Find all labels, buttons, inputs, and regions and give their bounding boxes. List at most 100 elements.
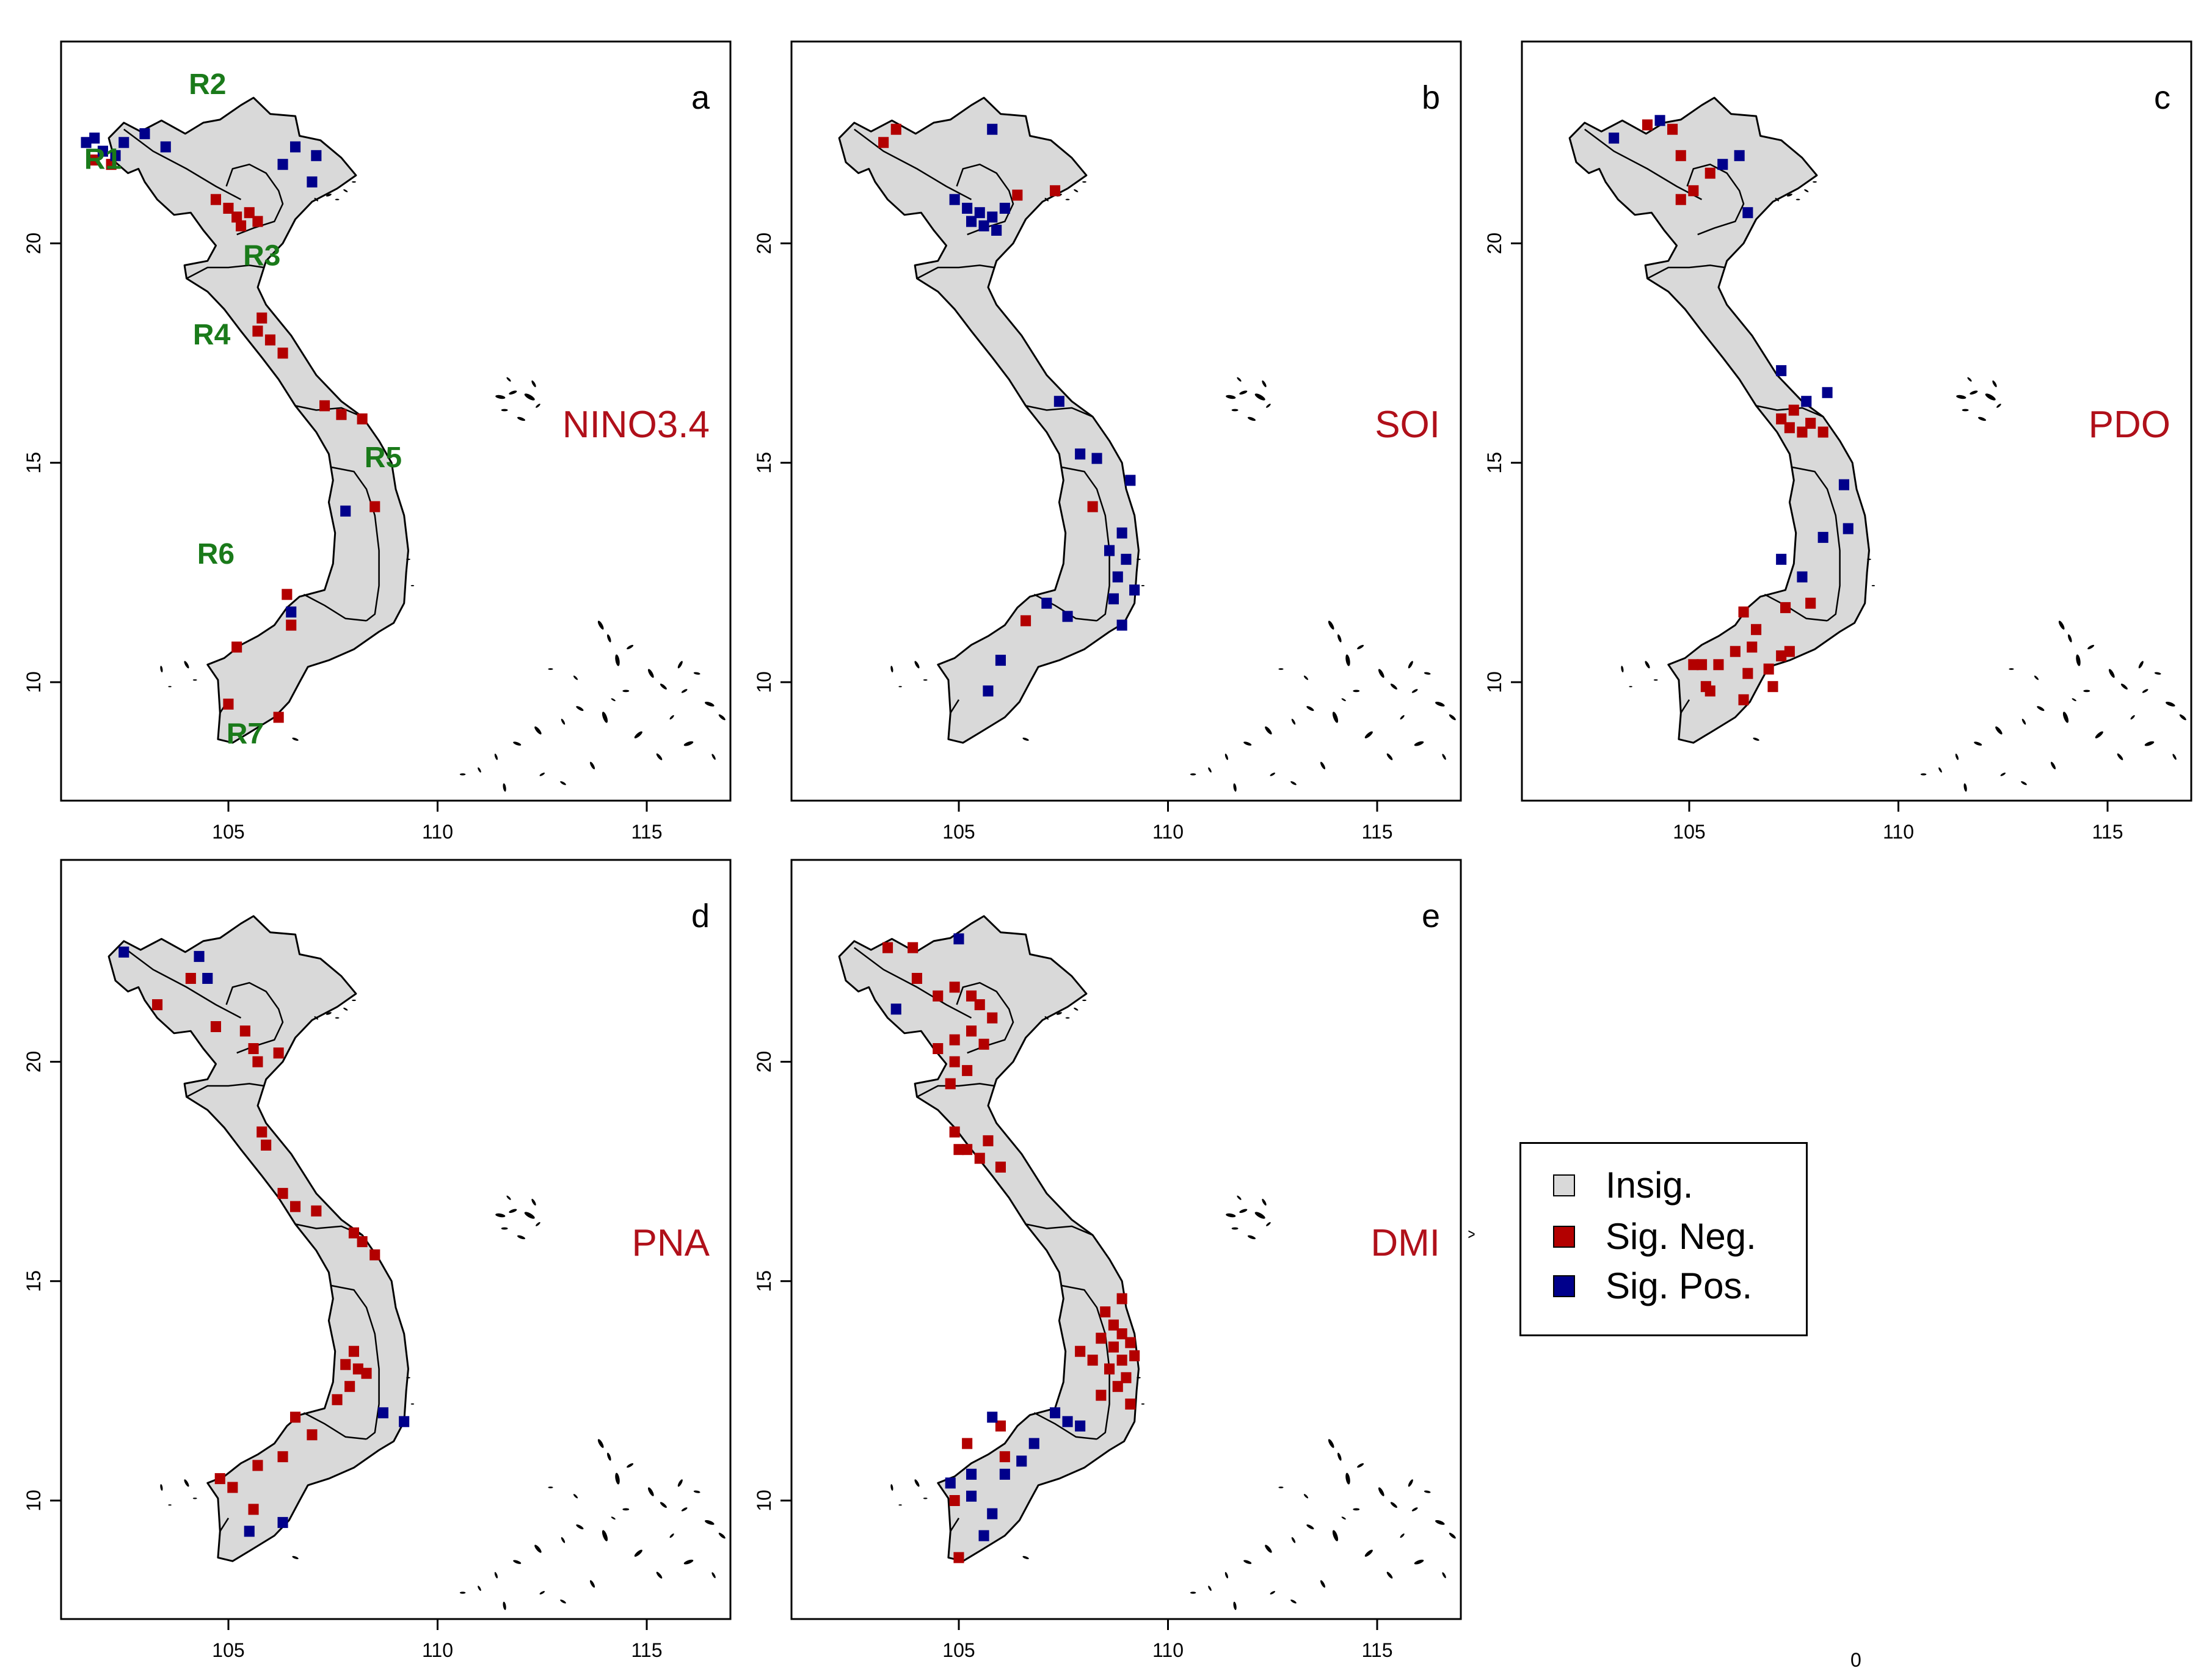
island	[1345, 654, 1350, 666]
sig-neg-cell	[1817, 426, 1828, 438]
legend-item-sig-pos: Sig. Pos.	[1553, 1268, 1752, 1305]
sig-pos-cell	[890, 1003, 901, 1015]
island	[2021, 781, 2027, 785]
legend: Insig. Sig. Neg. Sig. Pos.	[1519, 1142, 1808, 1336]
sig-neg-cell	[1087, 1355, 1098, 1366]
island	[1233, 1601, 1237, 1610]
sig-neg-cell	[357, 1236, 368, 1248]
island	[1938, 767, 1942, 773]
index-label: DMI	[1370, 1222, 1440, 1264]
island	[2009, 668, 2014, 670]
sig-neg-cell	[185, 973, 196, 984]
panel-letter: c	[2154, 79, 2170, 116]
island	[314, 197, 319, 202]
island	[607, 634, 611, 642]
island	[705, 701, 715, 707]
sig-pos-cell	[966, 1490, 977, 1502]
sig-pos-cell	[1041, 597, 1052, 609]
sig-neg-cell	[152, 999, 163, 1011]
island	[1357, 644, 1364, 650]
sig-neg-cell	[1675, 150, 1686, 161]
island	[677, 1479, 683, 1487]
island	[1265, 1545, 1272, 1553]
sig-neg-cell	[1116, 1355, 1127, 1366]
island	[1353, 1508, 1360, 1511]
sig-pos-cell	[962, 203, 973, 214]
sig-neg-cell	[239, 1025, 250, 1037]
island	[509, 1209, 517, 1214]
sig-pos-cell	[1776, 365, 1787, 376]
island	[1442, 754, 1446, 760]
region-boundary	[219, 1518, 230, 1532]
sig-neg-cell	[949, 1126, 960, 1138]
island	[1378, 1487, 1384, 1496]
map-panel-e: 105 110 115 10 15 20 e DMI	[753, 859, 1462, 1661]
x-tick-label: 110	[422, 1639, 453, 1661]
index-label: PNA	[632, 1222, 710, 1264]
island	[494, 1571, 498, 1579]
legend-item-insig: Insig.	[1553, 1167, 1693, 1204]
y-tick-label: 10	[23, 1490, 45, 1512]
sig-pos-cell	[1116, 619, 1127, 631]
island	[660, 1502, 667, 1508]
legend-swatch-insig	[1553, 1174, 1575, 1196]
island	[693, 1490, 700, 1493]
island	[1332, 1530, 1339, 1541]
island	[1378, 669, 1384, 678]
region-boundary	[186, 1083, 264, 1098]
y-tick-label: 15	[753, 1270, 775, 1292]
island	[923, 1498, 928, 1499]
sig-pos-cell	[1734, 150, 1745, 161]
island	[627, 644, 634, 650]
island	[1262, 380, 1267, 387]
region-label: R3	[243, 239, 280, 272]
island	[669, 715, 674, 720]
island	[1044, 197, 1049, 202]
sig-neg-cell	[908, 942, 919, 953]
sig-pos-cell	[139, 128, 150, 139]
island	[1231, 1227, 1239, 1230]
region-boundary	[916, 264, 995, 280]
x-tick-label: 110	[1883, 821, 1914, 843]
island	[1065, 198, 1070, 200]
sig-neg-cell	[1121, 1372, 1132, 1383]
island	[2058, 620, 2065, 630]
island	[1435, 701, 1445, 707]
sig-pos-cell	[290, 141, 301, 153]
island	[2144, 741, 2155, 746]
region-boundary	[854, 947, 972, 1019]
sig-neg-cell	[264, 334, 275, 346]
island	[683, 1559, 694, 1565]
sig-neg-cell	[999, 1451, 1010, 1463]
island	[503, 783, 506, 792]
legend-label-sig-pos: Sig. Pos.	[1606, 1265, 1753, 1306]
sig-neg-cell	[290, 1411, 301, 1423]
sig-neg-cell	[1021, 615, 1031, 627]
x-tick-label: 115	[631, 821, 662, 843]
island	[1357, 1463, 1364, 1468]
island	[506, 1195, 511, 1200]
sig-neg-cell	[348, 1345, 359, 1357]
island	[2095, 731, 2103, 738]
island	[1190, 1592, 1196, 1594]
island	[524, 1212, 535, 1219]
island	[1386, 1571, 1393, 1579]
sig-pos-cell	[991, 225, 1002, 236]
island	[1224, 753, 1228, 760]
island	[1022, 737, 1029, 741]
island	[459, 773, 466, 776]
sig-neg-cell	[983, 1135, 994, 1146]
island	[531, 1198, 536, 1206]
y-tick-label: 10	[1483, 671, 1505, 693]
sig-pos-cell	[1125, 475, 1136, 486]
island	[1977, 417, 1987, 421]
island	[1247, 1235, 1256, 1240]
island	[2087, 644, 2095, 650]
island	[1303, 675, 1309, 680]
island	[1022, 1556, 1029, 1559]
sig-neg-cell	[962, 1144, 973, 1155]
sig-neg-cell	[1108, 1319, 1119, 1331]
island	[589, 762, 595, 770]
y-tick-label: 15	[753, 452, 775, 474]
island	[1435, 1519, 1445, 1525]
